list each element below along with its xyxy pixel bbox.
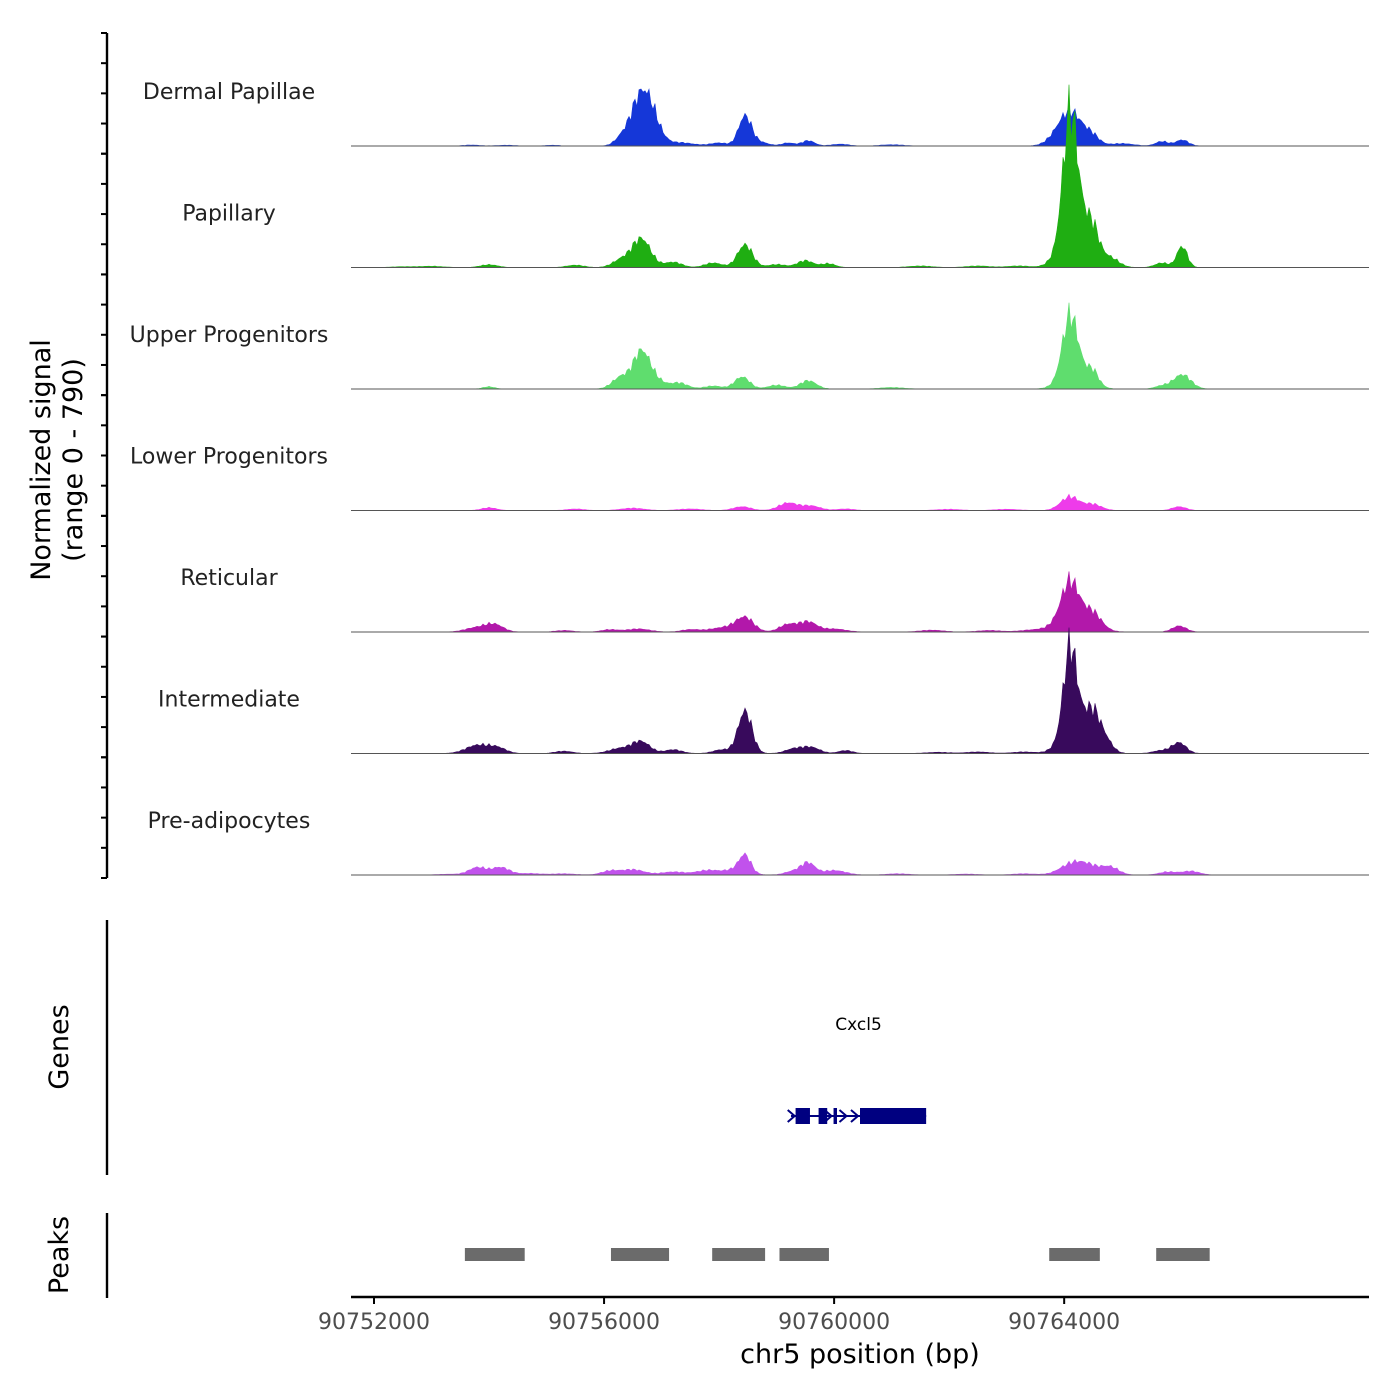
track-label: Pre-adipocytes <box>148 809 311 834</box>
strand-arrow <box>850 1109 860 1123</box>
peak-region <box>1156 1248 1210 1261</box>
track-dermal-papillae: Dermal Papillae <box>143 80 1369 147</box>
track-label: Intermediate <box>158 688 300 713</box>
gene-label: Cxcl5 <box>835 1015 882 1035</box>
x-tick-label: 90756000 <box>548 1310 660 1335</box>
track-lower-progenitors: Lower Progenitors <box>130 445 1369 511</box>
strand-arrow <box>823 1109 834 1123</box>
track-label: Dermal Papillae <box>143 80 315 105</box>
x-tick-label: 90764000 <box>1008 1310 1120 1335</box>
gene-exon <box>818 1108 828 1124</box>
signal-y-axis-range: (range 0 - 790) <box>58 358 89 562</box>
peak-regions <box>464 1248 1210 1261</box>
strand-arrow <box>787 1109 797 1123</box>
track-reticular: Reticular <box>180 566 1369 633</box>
peak-region <box>1049 1248 1100 1261</box>
signal-area <box>351 88 1369 147</box>
gene-annotations: Cxcl5 <box>787 1015 927 1124</box>
signal-area <box>351 852 1369 876</box>
track-label: Papillary <box>182 202 276 227</box>
track-label: Reticular <box>180 566 278 591</box>
peak-region <box>712 1248 766 1261</box>
track-intermediate: Intermediate <box>158 627 1369 754</box>
signal-y-axis <box>101 32 109 879</box>
signal-area <box>351 302 1369 390</box>
peak-region <box>610 1248 670 1261</box>
track-papillary: Papillary <box>182 84 1369 268</box>
signal-area <box>351 571 1369 633</box>
gene-cxcl5: Cxcl5 <box>787 1015 927 1124</box>
peaks-track-label: Peaks <box>44 1216 75 1294</box>
x-tick-label: 90752000 <box>318 1310 430 1335</box>
track-label: Lower Progenitors <box>130 445 328 470</box>
signal-area <box>351 493 1369 511</box>
genes-track-label: Genes <box>44 1004 75 1089</box>
strand-arrow <box>838 1109 849 1123</box>
signal-y-axis-title: Normalized signal <box>26 339 57 581</box>
track-label: Upper Progenitors <box>130 323 329 348</box>
track-pre-adipocytes: Pre-adipocytes <box>148 809 1369 876</box>
x-axis-title: chr5 position (bp) <box>740 1339 980 1370</box>
gene-exon <box>860 1108 927 1124</box>
gene-exon <box>795 1108 810 1124</box>
strand-arrow <box>917 1109 927 1123</box>
peak-region <box>464 1248 525 1261</box>
track-upper-progenitors: Upper Progenitors <box>130 302 1369 390</box>
x-tick-label: 90760000 <box>778 1310 890 1335</box>
peak-region <box>779 1248 829 1261</box>
signal-area <box>351 627 1369 754</box>
signal-area <box>351 84 1369 268</box>
x-axis: 90752000 90756000 90760000 90764000 <box>318 1297 1120 1335</box>
gene-exon <box>833 1108 837 1124</box>
signal-tracks: Dermal Papillae Papillary Upper Progenitor… <box>130 80 1369 876</box>
